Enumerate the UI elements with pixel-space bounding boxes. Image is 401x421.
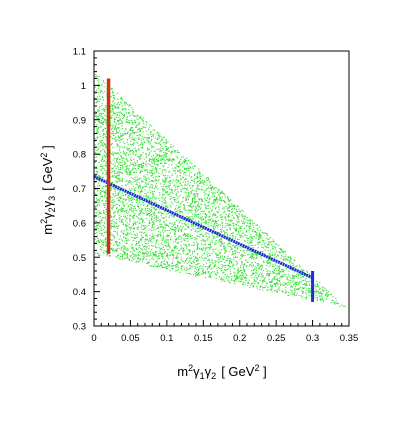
y-tick-label: 1 (81, 81, 86, 92)
x-tick-label: 0.3 (306, 333, 319, 344)
x-tick-label: 0.2 (233, 333, 246, 344)
y-tick-label: 0.4 (73, 287, 86, 298)
scatter-point-cloud (93, 74, 346, 307)
y-tick-label: 0.6 (73, 218, 86, 229)
x-tick-label: 0.35 (340, 333, 359, 344)
y-tick-label: 0.5 (73, 253, 86, 264)
blue-band-diagonal (93, 175, 314, 280)
x-tick-label: 0.1 (160, 333, 173, 344)
y-tick-label: 0.8 (73, 150, 86, 161)
x-axis-ticks: 0 0.05 0.1 0.15 0.2 0.25 0.3 0.35 (91, 320, 358, 344)
y-tick-label: 0.9 (73, 115, 86, 126)
x-tick-label: 0 (91, 333, 96, 344)
y-tick-label: 0.3 (73, 322, 86, 333)
x-axis-label: m2γ1γ2[ GeV2 ] (177, 363, 266, 381)
scatter-points (93, 74, 346, 307)
x-tick-label: 0.15 (194, 333, 213, 344)
x-tick-label: 0.25 (267, 333, 286, 344)
y-tick-label: 1.1 (73, 47, 86, 58)
y-axis-ticks: 0.3 0.4 0.5 0.6 0.7 0.8 0.9 1 1.1 (73, 47, 100, 333)
y-axis-label: m2γ2γ3[ GeV2 ] (39, 145, 57, 234)
bands (93, 78, 315, 302)
y-tick-label: 0.7 (73, 184, 86, 195)
x-tick-label: 0.05 (121, 333, 140, 344)
